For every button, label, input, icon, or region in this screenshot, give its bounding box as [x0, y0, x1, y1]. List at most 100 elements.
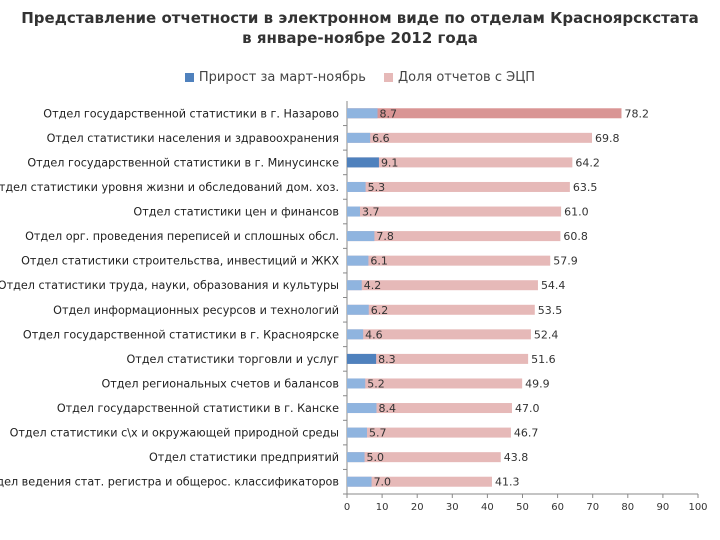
- bar-share-with-signature: [347, 427, 511, 438]
- data-label-share: 49.9: [525, 377, 550, 390]
- data-label-share: 41.3: [495, 476, 520, 489]
- category-label: Отдел государственной статистики в г. На…: [43, 107, 339, 120]
- bar-share-with-signature: [347, 304, 535, 315]
- legend-item-growth: Прирост за март-ноябрь: [184, 70, 366, 85]
- category-label: Отдел государственной статистики в г. Ка…: [57, 402, 339, 415]
- x-tick-label: 30: [446, 502, 459, 513]
- category-label: Отдел статистики уровня жизни и обследов…: [0, 181, 339, 194]
- data-label-growth: 8.3: [378, 353, 396, 366]
- x-tick-label: 60: [551, 502, 564, 513]
- data-label-share: 46.7: [514, 427, 539, 440]
- bar-growth-march-november: [347, 452, 365, 463]
- legend-swatch-growth: [184, 73, 194, 82]
- data-label-growth: 6.6: [372, 132, 390, 145]
- bar-share-with-signature: [347, 452, 501, 463]
- bar-share-with-signature: [347, 157, 573, 168]
- bar-share-with-signature: [347, 280, 538, 291]
- data-label-growth: 4.2: [364, 279, 382, 292]
- category-label: Отдел орг. проведения переписей и сплошн…: [25, 230, 339, 243]
- bar-share-with-signature: [347, 353, 529, 364]
- data-label-growth: 5.0: [367, 451, 385, 464]
- data-label-share: 60.8: [563, 230, 588, 243]
- x-tick-label: 80: [621, 502, 634, 513]
- data-label-share: 43.8: [504, 451, 529, 464]
- chart-title-line1: Представление отчетности в электронном в…: [21, 9, 699, 27]
- x-tick-label: 0: [344, 502, 350, 513]
- bar-growth-march-november: [347, 206, 360, 217]
- data-label-share: 64.2: [575, 156, 600, 169]
- data-label-growth: 5.7: [369, 427, 387, 440]
- bar-growth-march-november: [347, 108, 378, 119]
- bar-growth-march-november: [347, 403, 377, 414]
- data-label-share: 52.4: [534, 328, 559, 341]
- data-label-share: 54.4: [541, 279, 566, 292]
- category-label: Отдел региональных счетов и балансов: [101, 377, 339, 390]
- bar-growth-march-november: [347, 353, 377, 364]
- data-label-share: 63.5: [573, 181, 598, 194]
- bar-share-with-signature: [347, 231, 561, 242]
- data-label-growth: 8.7: [380, 107, 398, 120]
- category-label: Отдел статистики торговли и услуг: [127, 353, 340, 366]
- data-label-share: 57.9: [553, 255, 578, 268]
- bar-growth-march-november: [347, 181, 366, 192]
- x-tick-label: 20: [411, 502, 424, 513]
- data-label-growth: 7.0: [374, 476, 392, 489]
- category-label: Отдел статистики цен и финансов: [133, 206, 339, 219]
- category-label: Отдел информационных ресурсов и технолог…: [53, 304, 339, 317]
- category-label: Отдел государственной статистики в г. Кр…: [23, 328, 339, 341]
- category-label: Отдел статистики населения и здравоохран…: [47, 132, 339, 145]
- bar-share-with-signature: [347, 255, 551, 266]
- bar-share-with-signature: [347, 206, 562, 217]
- data-label-share: 47.0: [515, 402, 540, 415]
- chart-legend: Прирост за март-ноябрь Доля отчетов с ЭЦ…: [0, 70, 720, 85]
- data-label-growth: 8.4: [378, 402, 396, 415]
- category-label: Отдел ведения стат. регистра и общерос. …: [0, 476, 339, 489]
- data-label-growth: 6.2: [371, 304, 389, 317]
- data-label-share: 61.0: [564, 206, 589, 219]
- bar-share-with-signature: [347, 132, 592, 143]
- bar-growth-march-november: [347, 157, 379, 168]
- bar-growth-march-november: [347, 329, 364, 340]
- x-tick-label: 100: [688, 502, 707, 513]
- data-label-share: 53.5: [538, 304, 563, 317]
- data-label-growth: 7.8: [376, 230, 394, 243]
- data-label-growth: 6.1: [370, 255, 388, 268]
- data-label-share: 51.6: [531, 353, 556, 366]
- legend-label-share: Доля отчетов с ЭЦП: [397, 70, 536, 85]
- data-label-growth: 5.3: [368, 181, 386, 194]
- category-label: Отдел статистики с\х и окружающей природ…: [10, 427, 339, 440]
- bar-share-with-signature: [347, 403, 512, 414]
- x-tick-label: 40: [481, 502, 494, 513]
- chart-title: Представление отчетности в электронном в…: [0, 8, 720, 48]
- bar-growth-march-november: [347, 255, 369, 266]
- data-label-growth: 3.7: [362, 206, 380, 219]
- category-label: Отдел статистики строительства, инвестиц…: [21, 255, 339, 268]
- bar-growth-march-november: [347, 427, 368, 438]
- data-label-growth: 4.6: [365, 328, 383, 341]
- legend-label-growth: Прирост за март-ноябрь: [198, 70, 366, 85]
- x-tick-label: 70: [586, 502, 599, 513]
- bar-growth-march-november: [347, 231, 375, 242]
- category-label: Отдел статистики труда, науки, образован…: [0, 279, 339, 292]
- data-label-share: 78.2: [624, 107, 649, 120]
- legend-item-share: Доля отчетов с ЭЦП: [383, 70, 536, 85]
- data-label-share: 69.8: [595, 132, 620, 145]
- bar-share-with-signature: [347, 108, 622, 119]
- bar-share-with-signature: [347, 378, 523, 389]
- bar-growth-march-november: [347, 476, 372, 487]
- bar-growth-march-november: [347, 378, 366, 389]
- x-tick-label: 90: [657, 502, 670, 513]
- bar-growth-march-november: [347, 280, 362, 291]
- legend-swatch-share: [383, 73, 393, 82]
- chart-title-line2: в январе-ноябре 2012 года: [242, 29, 478, 47]
- data-label-growth: 5.2: [367, 377, 385, 390]
- x-tick-label: 10: [376, 502, 389, 513]
- bar-growth-march-november: [347, 304, 369, 315]
- data-label-growth: 9.1: [381, 156, 399, 169]
- bar-growth-march-november: [347, 132, 371, 143]
- bar-share-with-signature: [347, 181, 570, 192]
- category-label: Отдел государственной статистики в г. Ми…: [27, 156, 339, 169]
- bar-share-with-signature: [347, 476, 492, 487]
- category-label: Отдел статистики предприятий: [149, 451, 339, 464]
